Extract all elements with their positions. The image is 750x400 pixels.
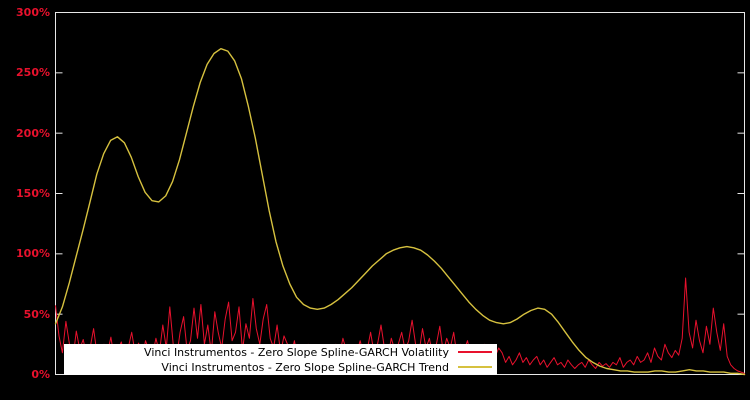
legend-line-trend-icon xyxy=(458,366,492,368)
legend-label-trend: Vinci Instrumentos - Zero Slope Spline-G… xyxy=(161,360,449,374)
legend-label-volatility: Vinci Instrumentos - Zero Slope Spline-G… xyxy=(144,345,449,359)
legend: Vinci Instrumentos - Zero Slope Spline-G… xyxy=(64,344,497,375)
legend-entry-volatility: Vinci Instrumentos - Zero Slope Spline-G… xyxy=(64,345,497,360)
legend-entry-trend: Vinci Instrumentos - Zero Slope Spline-G… xyxy=(64,360,497,375)
legend-line-volatility-icon xyxy=(458,351,492,353)
